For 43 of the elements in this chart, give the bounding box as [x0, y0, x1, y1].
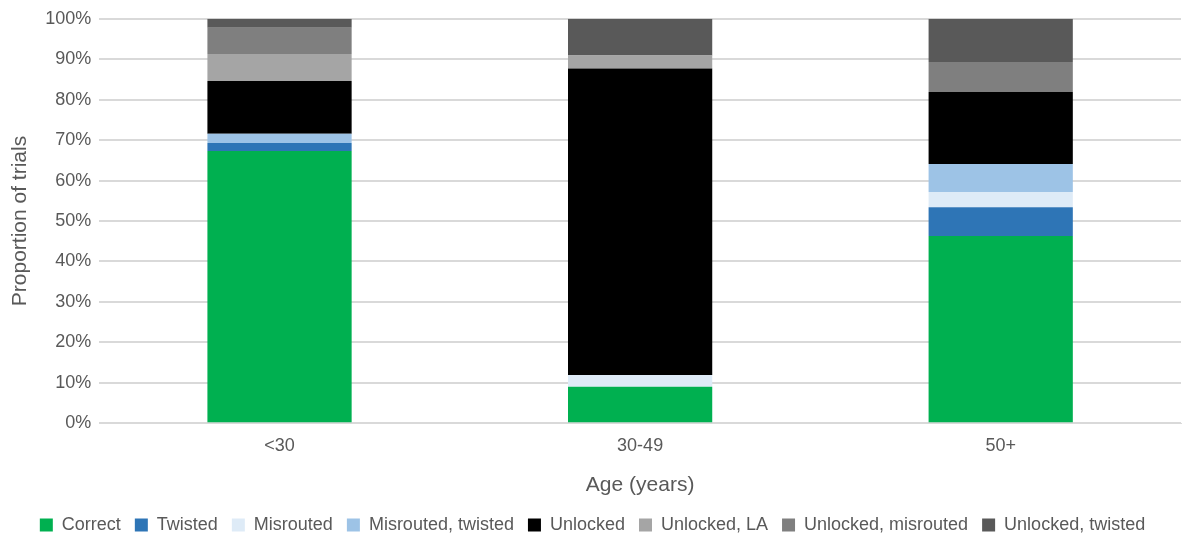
- bar: [928, 163, 1073, 192]
- bar: [928, 18, 1073, 63]
- bar: [207, 142, 352, 152]
- y-tick-label: 20%: [55, 331, 92, 352]
- legend-label: Twisted: [156, 513, 218, 534]
- bar: [928, 62, 1073, 92]
- bar: [207, 81, 352, 134]
- y-tick-label: 100%: [45, 7, 92, 28]
- y-tick-label: 40%: [55, 250, 92, 271]
- bar: [207, 18, 352, 28]
- bar: [928, 92, 1073, 164]
- legend-label: Misrouted: [253, 513, 333, 534]
- legend-label: Unlocked, twisted: [1004, 513, 1146, 534]
- y-tick-label: 30%: [55, 290, 92, 311]
- x-tick-label: 30-49: [617, 434, 664, 455]
- bar: [928, 235, 1073, 423]
- bar: [568, 375, 713, 387]
- x-tick-label: 50+: [985, 434, 1016, 455]
- bar: [568, 386, 713, 423]
- legend-label: Unlocked: [549, 513, 625, 534]
- bar: [207, 27, 352, 54]
- x-tick-label: <30: [264, 434, 295, 455]
- y-axis-title: Proportion of trials: [7, 135, 31, 307]
- y-tick-label: 50%: [55, 209, 92, 230]
- legend-label: Unlocked, misrouted: [804, 513, 969, 534]
- bar: [928, 207, 1073, 236]
- y-tick-label: 60%: [55, 169, 92, 190]
- bar: [568, 68, 713, 376]
- y-tick-label: 80%: [55, 88, 92, 109]
- bar: [207, 133, 352, 143]
- y-tick-label: 90%: [55, 48, 92, 69]
- bar: [207, 53, 352, 82]
- x-axis-title: Age (years): [585, 472, 695, 496]
- bar: [928, 191, 1073, 208]
- legend-label: Correct: [61, 513, 121, 534]
- bar: [568, 18, 713, 56]
- legend-label: Misrouted, twisted: [368, 513, 514, 534]
- legend-label: Unlocked, LA: [660, 513, 769, 534]
- y-tick-label: 70%: [55, 129, 92, 150]
- y-tick-label: 10%: [55, 371, 92, 392]
- bar: [568, 55, 713, 69]
- y-tick-label: 0%: [65, 412, 92, 433]
- bar: [207, 151, 352, 423]
